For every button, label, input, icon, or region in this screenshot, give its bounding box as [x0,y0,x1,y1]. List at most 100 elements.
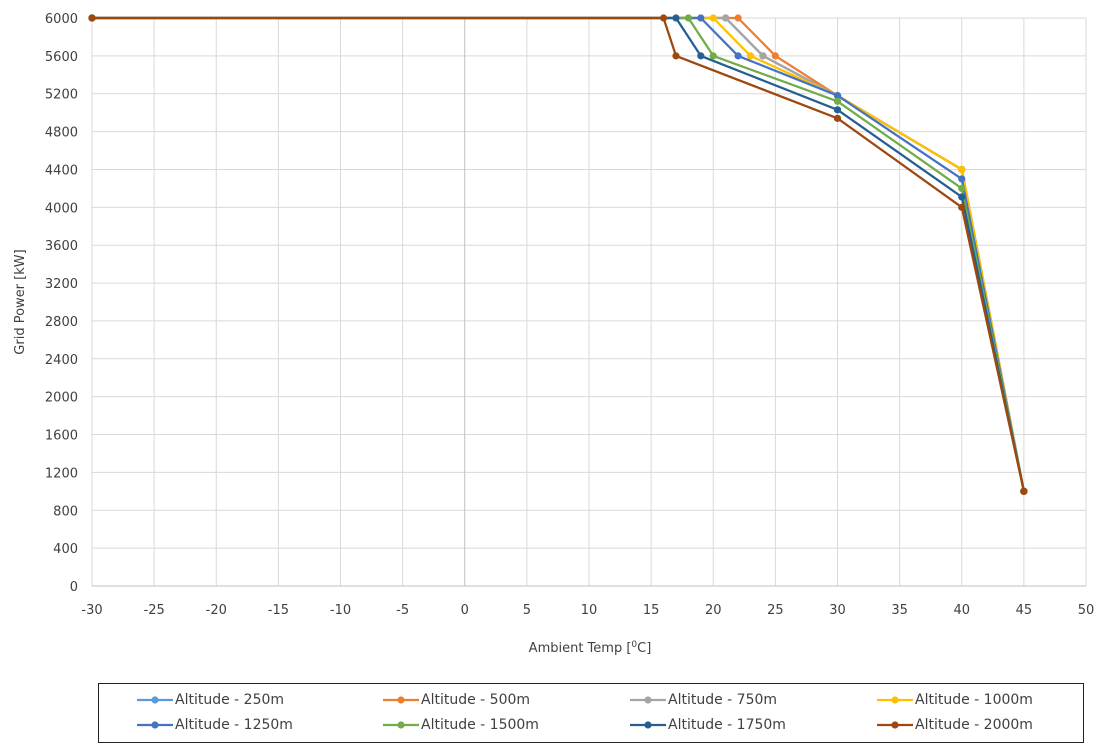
legend-swatch [877,694,913,706]
legend-item: Altitude - 1250m [137,714,293,736]
series-3 [88,14,1028,495]
y-tick-label: 5600 [45,50,78,65]
legend-label: Altitude - 2000m [915,717,1033,733]
legend-swatch [137,694,173,706]
series-line [92,16,1025,492]
y-tick-label: 2000 [45,391,78,406]
x-tick-label: 30 [829,603,846,618]
x-tick-label: -25 [144,603,165,618]
data-point [833,97,842,105]
y-tick-label: 1600 [45,429,78,444]
tick-labels: 0400800120016002000240028003200360040004… [45,12,1094,618]
x-tick-label: 20 [705,603,722,618]
legend-item: Altitude - 750m [630,689,777,711]
legend-item: Altitude - 250m [137,689,284,711]
data-point [709,52,717,60]
series-2 [88,14,1028,495]
series-0 [88,14,1028,495]
data-point [697,52,705,60]
y-tick-label: 6000 [45,12,78,27]
series-line [92,16,1026,492]
data-point [958,203,966,211]
data-point [722,14,730,22]
series-line [92,16,1026,492]
x-tick-label: 10 [581,603,598,618]
x-tick-label: 15 [643,603,660,618]
x-tick-label: -10 [330,603,351,618]
legend-item: Altitude - 1750m [630,714,786,736]
series-line [92,16,1026,492]
data-point [833,106,842,114]
y-tick-label: 2800 [45,315,78,330]
y-tick-label: 4400 [45,163,78,178]
legend-label: Altitude - 1000m [915,692,1033,708]
data-point [684,14,693,22]
legend-item: Altitude - 500m [383,689,530,711]
data-point [734,52,742,60]
legend-swatch [877,719,913,731]
series-1 [88,14,1028,495]
y-tick-label: 3200 [45,277,78,292]
legend-label: Altitude - 250m [175,692,285,708]
x-axis-title-text: Ambient Temp [ [529,641,632,656]
x-tick-label: 45 [1016,603,1033,618]
x-axis-title: Ambient Temp [0C] [529,640,652,656]
series-4 [88,14,1028,495]
legend-item: Altitude - 1500m [383,714,539,736]
series-line [92,16,1026,492]
data-point [734,14,742,22]
data-point [88,14,96,22]
x-tick-label: -30 [81,603,102,618]
legend-item: Altitude - 1000m [877,689,1033,711]
y-tick-label: 0 [70,580,78,595]
data-point [659,14,668,22]
legend-label: Altitude - 750m [668,692,778,708]
x-tick-label: -20 [206,603,227,618]
legend-swatch [630,694,666,706]
legend-label: Altitude - 1250m [175,717,293,733]
series-6 [88,14,1028,495]
y-tick-label: 3600 [45,239,78,254]
series-line [92,16,1026,492]
data-point [746,52,755,60]
data-point [672,52,680,60]
data-point [672,14,680,22]
y-tick-label: 2400 [45,353,78,368]
legend-item: Altitude - 2000m [877,714,1033,736]
y-tick-label: 5200 [45,88,78,103]
legend-label: Altitude - 500m [421,692,531,708]
data-point [1020,487,1028,495]
chart-area: 0 400 800 1200 1600 2000 2400 2800 3200 3600 4000 4… [13,12,1094,656]
y-tick-label: 400 [53,542,78,557]
legend-swatch [383,694,419,706]
data-point [958,165,966,174]
legend-label: Altitude - 1500m [421,717,539,733]
y-tick-label: 4800 [45,126,78,141]
y-tick-label: 800 [53,504,78,519]
data-point [833,92,842,100]
data-point [759,52,767,60]
data-point [709,14,717,22]
x-tick-label: 5 [523,603,531,618]
legend-swatch [383,719,419,731]
y-axis-title: Grid Power [kW] [13,249,28,354]
series-line [92,16,1026,492]
x-tick-label: 40 [953,603,970,618]
legend-swatch [137,719,173,731]
legend-swatch [630,719,666,731]
data-point [771,52,779,60]
legend-label: Altitude - 1750m [668,717,786,733]
x-axis-title-unit: C] [637,641,651,656]
x-tick-label: 25 [767,603,784,618]
data-point [833,114,842,122]
gridlines [91,17,1087,587]
data-point [958,184,966,192]
x-tick-label: -5 [396,603,409,618]
x-axis-title-superscript: 0 [631,640,637,650]
series-line [92,16,1026,492]
legend: Altitude - 250m Altitude - 500m Altitude -… [98,683,1084,743]
x-tick-label: 0 [461,603,469,618]
data-point [697,14,705,22]
x-tick-label: -15 [268,603,289,618]
x-tick-label: 35 [891,603,908,618]
